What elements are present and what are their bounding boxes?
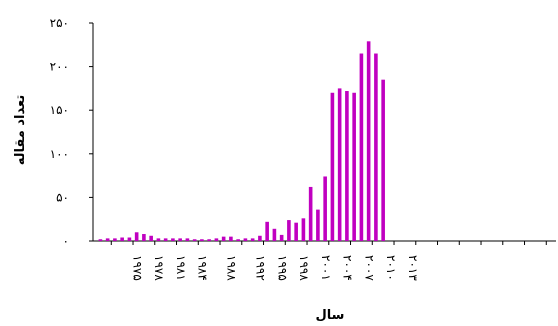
axes bbox=[89, 22, 556, 245]
bar bbox=[178, 238, 182, 241]
x-tick-label: ۱۹۸۱ bbox=[174, 255, 188, 281]
y-tick-labels: ۰ ۵۰ ۱۰۰ ۱۵۰ ۲۰۰ ۲۵۰ bbox=[50, 16, 69, 248]
x-axis-title: سال bbox=[316, 308, 345, 323]
bar bbox=[265, 221, 269, 241]
bar bbox=[127, 237, 132, 241]
bar bbox=[105, 238, 110, 241]
bar bbox=[250, 238, 255, 241]
bar bbox=[156, 238, 161, 241]
bar bbox=[98, 239, 103, 241]
x-tick-label: ۱۹۹۸ bbox=[297, 255, 311, 281]
x-tick-label: ۲۰۰۴ bbox=[341, 255, 355, 281]
bar bbox=[113, 238, 117, 241]
x-tick-label: ۱۹۹۵ bbox=[275, 255, 289, 281]
bar bbox=[366, 41, 371, 242]
bar bbox=[149, 235, 153, 241]
bar bbox=[337, 88, 342, 242]
x-tick-label: ۲۰۱۳ bbox=[406, 255, 420, 281]
bar bbox=[374, 53, 378, 241]
y-axis-title: تعداد مقاله bbox=[13, 95, 28, 165]
bar bbox=[359, 53, 364, 241]
x-tick-label: ۱۹۸۴ bbox=[196, 255, 210, 281]
bar bbox=[272, 228, 277, 241]
bar bbox=[323, 176, 327, 241]
bar bbox=[171, 238, 175, 241]
y-tick-label: ۵۰ bbox=[56, 190, 69, 204]
x-tick-label: ۱۹۷۵ bbox=[130, 255, 144, 281]
bar bbox=[258, 235, 262, 241]
bar bbox=[330, 92, 335, 241]
bar bbox=[345, 91, 349, 242]
bar bbox=[229, 236, 233, 241]
bar bbox=[185, 238, 190, 241]
bar bbox=[308, 186, 313, 241]
bar bbox=[316, 209, 320, 241]
y-tick-label: ۰ bbox=[63, 234, 69, 248]
y-tick-label: ۱۵۰ bbox=[50, 103, 69, 117]
x-tick-label: ۲۰۱۰ bbox=[384, 255, 398, 281]
x-tick-label: ۱۹۷۸ bbox=[152, 255, 166, 281]
y-tick-label: ۱۰۰ bbox=[50, 147, 69, 161]
bar bbox=[163, 238, 168, 241]
bar bbox=[279, 234, 284, 241]
y-tick-label: ۲۰۰ bbox=[50, 60, 69, 74]
bar bbox=[381, 79, 385, 242]
bar bbox=[142, 234, 146, 241]
bar bbox=[207, 239, 211, 241]
x-tick-label: ۱۹۸۸ bbox=[225, 255, 239, 281]
bar bbox=[287, 220, 291, 241]
bars bbox=[98, 41, 385, 242]
y-tick-label: ۲۵۰ bbox=[50, 16, 69, 30]
bar bbox=[294, 222, 298, 241]
bar bbox=[200, 239, 204, 241]
bar bbox=[301, 218, 306, 241]
bar bbox=[243, 238, 248, 241]
bar bbox=[352, 92, 356, 241]
x-tick-labels: ۱۹۷۵ ۱۹۷۸ ۱۹۸۱ ۱۹۸۴ ۱۹۸۸ ۱۹۹۲ ۱۹۹۵ ۱۹۹۸ ۲۰۰۱ ۲۰۰۴… bbox=[130, 255, 420, 281]
bar bbox=[192, 239, 197, 241]
x-tick-label: ۱۹۹۲ bbox=[254, 255, 268, 281]
x-tick-label: ۲۰۰۷ bbox=[362, 255, 376, 281]
bar bbox=[214, 238, 219, 241]
bar bbox=[221, 236, 226, 241]
bar bbox=[120, 237, 124, 241]
bar bbox=[236, 239, 240, 241]
x-tick-label: ۲۰۰۱ bbox=[319, 255, 333, 281]
bar bbox=[134, 232, 139, 241]
